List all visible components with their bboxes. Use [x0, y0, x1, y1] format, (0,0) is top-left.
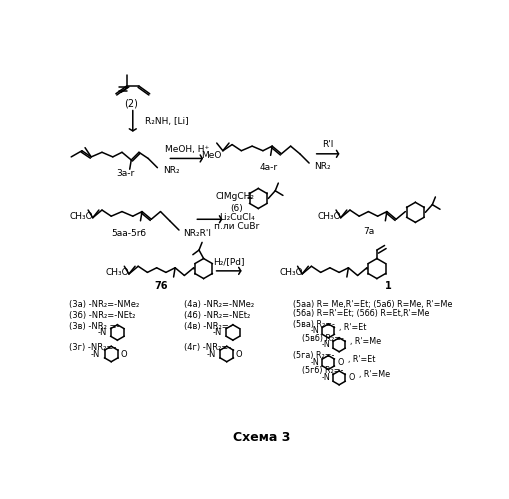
- Text: (3б) -NR₂=-NEt₂: (3б) -NR₂=-NEt₂: [69, 311, 135, 320]
- Text: NR₂: NR₂: [313, 162, 330, 171]
- Text: 7a: 7a: [363, 227, 374, 236]
- Text: CH₃O: CH₃O: [70, 212, 93, 221]
- Text: ClMgCH₂: ClMgCH₂: [215, 192, 253, 201]
- Text: (4б) -NR₂=-NEt₂: (4б) -NR₂=-NEt₂: [184, 311, 250, 320]
- Text: (5гб) R₂=-: (5гб) R₂=-: [302, 366, 343, 375]
- Text: , R'=Et: , R'=Et: [348, 355, 375, 364]
- Text: R'I: R'I: [321, 140, 332, 149]
- Text: -N: -N: [98, 328, 107, 337]
- Text: MeOH, H⁺: MeOH, H⁺: [164, 145, 208, 154]
- Text: -N: -N: [310, 326, 319, 335]
- Text: , R'=Me: , R'=Me: [358, 370, 389, 379]
- Text: NR₂R'I: NR₂R'I: [183, 229, 211, 238]
- Text: CH₃O: CH₃O: [106, 268, 129, 277]
- Text: 5aa-5rб: 5aa-5rб: [111, 229, 146, 238]
- Text: (2): (2): [124, 98, 138, 108]
- Text: Li₂CuCl₄: Li₂CuCl₄: [218, 213, 254, 222]
- Text: O: O: [236, 349, 242, 358]
- Text: NR₂: NR₂: [163, 166, 180, 175]
- Text: 1: 1: [384, 281, 391, 291]
- Text: (5ва) R₂=-: (5ва) R₂=-: [292, 320, 334, 329]
- Text: -N: -N: [91, 349, 100, 358]
- Text: (5аа) R= Me,R'=Et; (5аб) R=Me, R'=Me: (5аа) R= Me,R'=Et; (5аб) R=Me, R'=Me: [292, 300, 451, 309]
- Text: (4а) -NR₂=-NMe₂: (4а) -NR₂=-NMe₂: [184, 300, 254, 309]
- Text: CH₃O: CH₃O: [317, 212, 341, 221]
- Text: R₂NH, [Li]: R₂NH, [Li]: [145, 117, 188, 126]
- Text: , R'=Et: , R'=Et: [338, 323, 366, 332]
- Text: (3г) -NR₂=-: (3г) -NR₂=-: [69, 343, 116, 352]
- Text: 4a-r: 4a-r: [260, 163, 277, 172]
- Text: (3в) -NR₂ =-: (3в) -NR₂ =-: [69, 322, 119, 331]
- Text: (5ба) R=R'=Et; (5бб) R=Et,R'=Me: (5ба) R=R'=Et; (5бб) R=Et,R'=Me: [292, 309, 429, 318]
- Text: Схема 3: Схема 3: [232, 431, 290, 444]
- Text: п.ли CuBr: п.ли CuBr: [214, 223, 259, 232]
- Text: (4г) -NR₂=-: (4г) -NR₂=-: [184, 343, 231, 352]
- Text: -N: -N: [321, 340, 329, 349]
- Text: O: O: [337, 358, 343, 367]
- Text: O: O: [348, 373, 354, 382]
- Text: -N: -N: [310, 358, 319, 367]
- Text: -N: -N: [206, 349, 215, 358]
- Text: 3a-r: 3a-r: [116, 169, 134, 178]
- Text: (6): (6): [230, 204, 243, 213]
- Text: CH₃O: CH₃O: [278, 268, 302, 277]
- Text: (5га) R₂=-: (5га) R₂=-: [292, 351, 334, 360]
- Text: 76: 76: [154, 281, 167, 291]
- Text: (5вб) R₂=-: (5вб) R₂=-: [302, 334, 344, 343]
- Text: -N: -N: [321, 373, 329, 382]
- Text: (4в) -NR₂=-: (4в) -NR₂=-: [184, 322, 232, 331]
- Text: MeO: MeO: [201, 151, 221, 160]
- Text: -N: -N: [212, 328, 222, 337]
- Text: (3а) -NR₂=-NMe₂: (3а) -NR₂=-NMe₂: [69, 300, 139, 309]
- Text: H₂/[Pd]: H₂/[Pd]: [213, 257, 244, 266]
- Text: , R'=Me: , R'=Me: [349, 337, 380, 346]
- Text: O: O: [120, 349, 127, 358]
